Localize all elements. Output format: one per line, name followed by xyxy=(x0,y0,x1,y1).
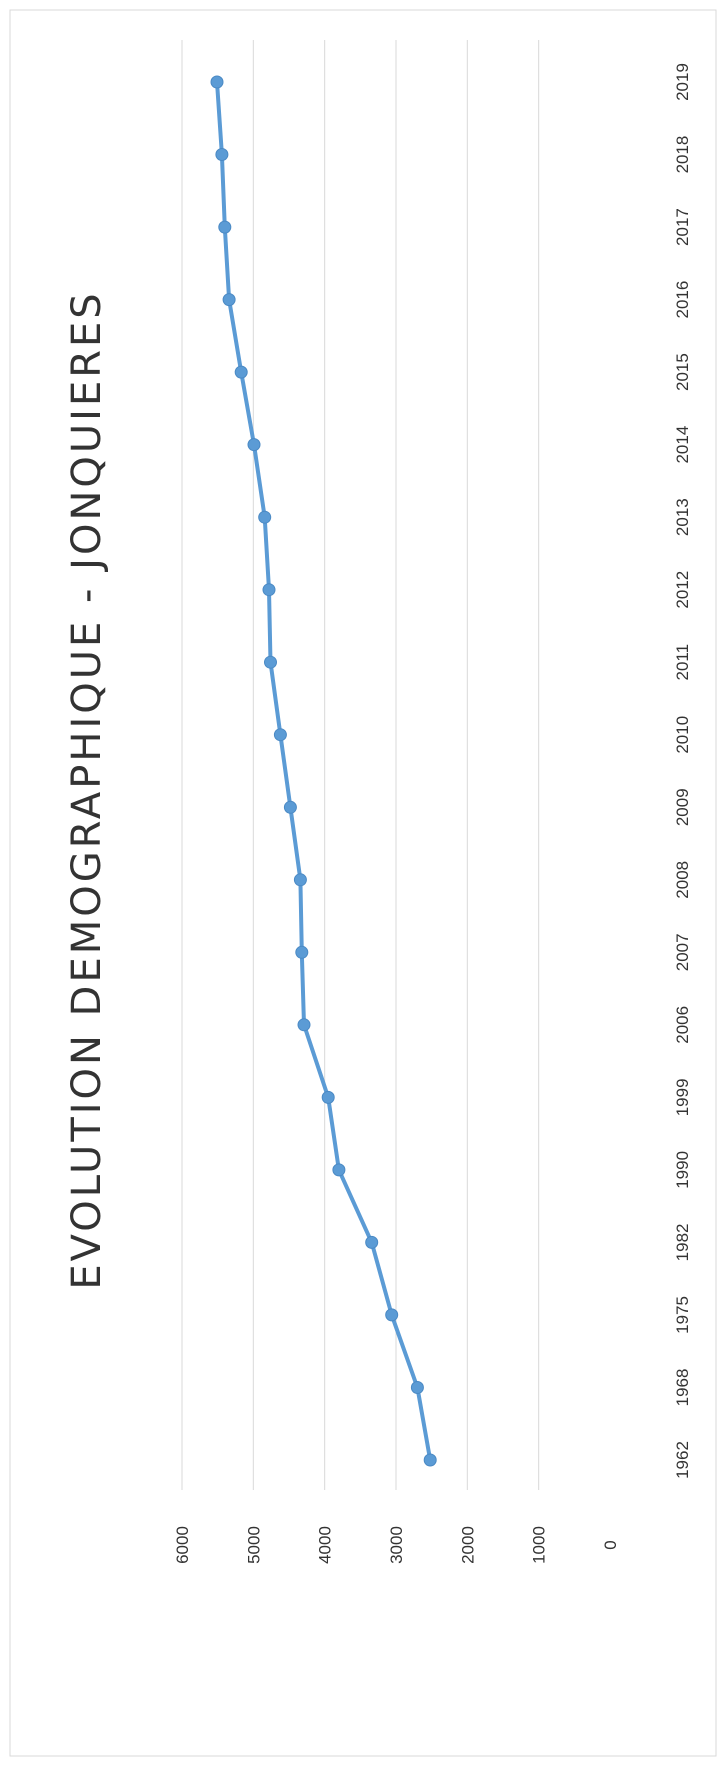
data-point xyxy=(321,1090,335,1104)
data-point xyxy=(218,220,232,234)
value-tick-label: 1000 xyxy=(530,1526,549,1564)
category-tick-label: 2009 xyxy=(673,788,692,826)
data-point xyxy=(258,510,272,524)
data-point xyxy=(273,728,287,742)
data-point xyxy=(365,1235,379,1249)
data-point xyxy=(247,438,261,452)
category-tick-label: 1990 xyxy=(673,1151,692,1189)
category-tick-label: 2012 xyxy=(673,571,692,609)
data-point xyxy=(332,1163,346,1177)
data-point xyxy=(234,365,248,379)
category-tick-label: 2018 xyxy=(673,136,692,174)
category-tick-label: 2011 xyxy=(673,644,692,681)
category-tick-label: 2014 xyxy=(673,426,692,464)
data-point xyxy=(262,583,276,597)
value-tick-label: 3000 xyxy=(387,1526,406,1564)
chart-title: EVOLUTION DEMOGRAPHIQUE - JONQUIERES xyxy=(64,290,110,1289)
data-point xyxy=(215,148,229,161)
category-tick-label: 1968 xyxy=(673,1369,692,1407)
value-tick-label: 4000 xyxy=(316,1526,335,1564)
category-tick-label: 1975 xyxy=(673,1296,692,1334)
series-line xyxy=(215,80,433,1462)
value-tick-label: 2000 xyxy=(458,1526,477,1564)
category-tick-label: 2015 xyxy=(673,353,692,391)
value-tick-label: 0 xyxy=(601,1540,620,1549)
data-point xyxy=(264,655,277,669)
category-tick-label: 1962 xyxy=(673,1441,692,1479)
category-tick-label: 2017 xyxy=(673,208,692,246)
category-tick-label: 2006 xyxy=(673,1006,692,1044)
value-axis-ticks: 6000 5000 4000 3000 2000 1000 0 xyxy=(173,1526,620,1564)
chart-frame xyxy=(9,9,717,1757)
population-series xyxy=(210,75,437,1467)
data-point xyxy=(293,873,307,887)
category-axis-ticks: 1962 1968 1975 1982 1990 1999 2006 2007 2008 2009… xyxy=(673,63,692,1479)
data-point xyxy=(283,800,297,814)
data-point xyxy=(210,75,224,89)
data-point xyxy=(423,1453,437,1467)
data-point xyxy=(295,945,309,959)
value-tick-label: 5000 xyxy=(244,1526,263,1564)
category-tick-label: 1982 xyxy=(673,1224,692,1262)
category-tick-label: 2010 xyxy=(673,716,692,754)
data-point xyxy=(385,1308,399,1322)
data-point xyxy=(297,1018,311,1032)
category-tick-label: 2008 xyxy=(673,861,692,899)
category-tick-label: 2016 xyxy=(673,281,692,319)
gridlines xyxy=(181,40,540,1490)
data-point xyxy=(410,1381,424,1394)
category-tick-label: 1999 xyxy=(673,1078,692,1116)
value-tick-label: 6000 xyxy=(173,1526,192,1564)
category-tick-label: 2019 xyxy=(673,63,692,101)
category-tick-label: 2013 xyxy=(673,498,692,536)
data-point xyxy=(222,293,236,307)
category-tick-label: 2007 xyxy=(673,933,692,971)
